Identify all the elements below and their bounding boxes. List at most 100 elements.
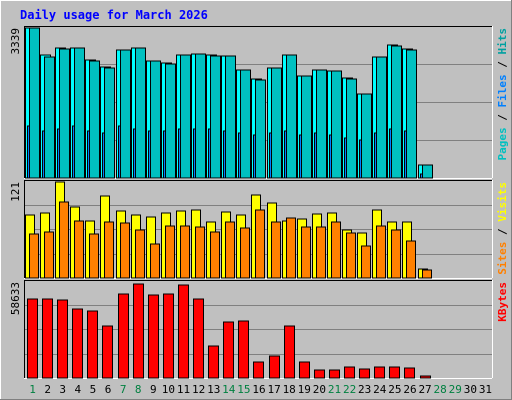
bar-kbytes-day-22 [344, 366, 355, 379]
bar-kbytes-day-12 [193, 298, 204, 379]
x-tick-label: 24 [373, 383, 387, 396]
legend-entry: Sites [496, 242, 509, 275]
x-tick-label: 31 [479, 383, 492, 396]
chart-panels: 3339 Pages / Files / Hits 121 Sites / Visit… [9, 26, 509, 379]
x-tick-label: 14 [222, 383, 236, 396]
x-tick-label: 20 [313, 383, 326, 396]
bar-kbytes-day-27 [420, 375, 431, 379]
bar-kbytes-day-1 [27, 298, 38, 379]
bar-pages-day-14 [225, 55, 236, 179]
legend-hits: Pages / Files / Hits [496, 28, 509, 161]
bar-kbytes-day-2 [42, 298, 53, 379]
bar-pages-day-19 [301, 75, 312, 179]
bar-pages-day-25 [391, 45, 402, 179]
bar-sites-day-26 [406, 240, 416, 279]
x-tick-label: 3 [59, 383, 66, 396]
bar-pages-day-24 [376, 56, 387, 179]
bar-sites-day-9 [150, 243, 160, 279]
bar-kbytes-day-7 [118, 293, 129, 379]
x-tick-label: 10 [162, 383, 175, 396]
bar-pages-day-8 [135, 47, 146, 179]
x-tick-label: 1 [29, 383, 36, 396]
bar-pages-day-12 [195, 53, 206, 179]
x-tick-label: 11 [177, 383, 190, 396]
bar-sites-day-8 [135, 229, 145, 279]
bar-sites-day-21 [331, 221, 341, 279]
scale-label: 121 [9, 182, 22, 202]
x-tick-label: 2 [44, 383, 51, 396]
bar-sites-day-15 [240, 227, 250, 279]
x-axis-labels: 1 2 3 4 5 6 7 8 9 10 11 12 13 14 15 16 17 18 19 20 21 22 23 24 2… [29, 383, 492, 396]
bar-kbytes-day-16 [253, 361, 264, 379]
bar-kbytes-day-14 [223, 321, 234, 379]
bar-sites-day-6 [104, 221, 114, 279]
bar-sites-day-19 [301, 226, 311, 279]
x-tick-label: 22 [343, 383, 356, 396]
bar-kbytes-day-19 [299, 361, 310, 379]
legend-entry: Visits [496, 182, 509, 222]
bar-kbytes-day-10 [163, 293, 174, 379]
x-tick-label: 30 [464, 383, 477, 396]
bar-sites-day-11 [180, 225, 190, 279]
x-tick-label: 27 [418, 383, 431, 396]
bar-sites-day-23 [361, 245, 371, 279]
bar-sites-day-12 [195, 226, 205, 279]
bar-sites-day-3 [59, 201, 69, 279]
x-tick-label: 15 [237, 383, 250, 396]
bar-pages-day-6 [104, 67, 115, 179]
bar-pages-day-3 [59, 48, 70, 179]
bar-pages-day-15 [240, 69, 251, 179]
bar-kbytes-day-11 [178, 284, 189, 379]
bar-sites-day-24 [376, 225, 386, 279]
x-tick-label: 8 [135, 383, 142, 396]
bar-sites-day-5 [89, 233, 99, 279]
legend-entry: Hits [496, 28, 509, 55]
x-tick-label: 18 [283, 383, 296, 396]
legend-entry: Pages [496, 127, 509, 160]
x-tick-label: 29 [449, 383, 462, 396]
bar-pages-day-17 [271, 67, 282, 179]
bar-pages-day-20 [316, 69, 327, 179]
bar-pages-day-13 [210, 55, 221, 179]
bar-sites-day-20 [316, 226, 326, 279]
bar-pages-day-16 [255, 79, 266, 179]
bar-sites-day-18 [286, 217, 296, 279]
bar-pages-day-27 [422, 164, 433, 179]
bar-pages-day-23 [361, 93, 372, 179]
panel-visits: 121 Sites / Visits [9, 180, 509, 279]
scale-label: 58633 [9, 282, 22, 315]
bar-kbytes-day-15 [238, 320, 249, 379]
x-tick-label: 12 [192, 383, 205, 396]
bar-pages-day-9 [150, 60, 161, 179]
bar-sites-day-17 [271, 221, 281, 279]
x-tick-label: 26 [403, 383, 416, 396]
bar-kbytes-day-17 [269, 355, 280, 379]
x-tick-label: 13 [207, 383, 220, 396]
x-tick-label: 5 [90, 383, 97, 396]
bar-kbytes-day-3 [57, 299, 68, 379]
legend-entry: Files [496, 74, 509, 107]
bar-pages-day-22 [346, 78, 357, 179]
bar-sites-day-4 [74, 220, 84, 279]
legend-entry: / [496, 108, 509, 128]
bar-kbytes-day-9 [148, 294, 159, 379]
chart-title: Daily usage for March 2026 [20, 8, 208, 22]
x-tick-label: 6 [105, 383, 112, 396]
legend-entry: / [496, 55, 509, 75]
scale-label: 3339 [9, 28, 22, 55]
bar-sites-day-16 [255, 209, 265, 279]
x-tick-label: 23 [358, 383, 371, 396]
bar-sites-day-13 [210, 231, 220, 279]
bar-sites-day-22 [346, 232, 356, 279]
bar-kbytes-day-4 [72, 308, 83, 379]
bar-sites-day-25 [391, 229, 401, 279]
x-tick-label: 21 [328, 383, 341, 396]
legend-kbytes: KBytes [496, 282, 509, 322]
x-tick-label: 17 [267, 383, 280, 396]
bar-kbytes-day-18 [284, 325, 295, 379]
x-tick-label: 9 [150, 383, 157, 396]
bar-kbytes-day-5 [87, 310, 98, 379]
bar-kbytes-day-26 [404, 367, 415, 379]
bar-pages-day-7 [120, 49, 131, 179]
